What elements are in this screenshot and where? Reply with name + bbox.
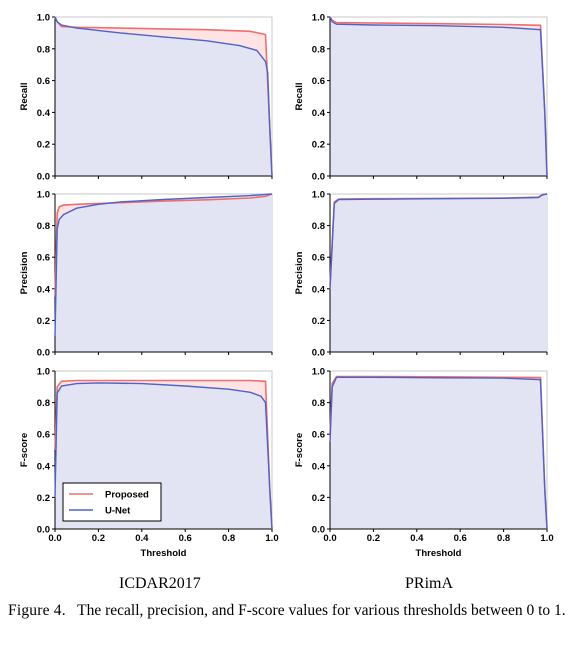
legend: Proposed U-Net [62, 482, 162, 522]
panel-prima-recall-ylabel: Recall [294, 83, 305, 111]
panel-icdar2017-precision-unet-area [55, 194, 272, 352]
panel-icdar2017-recall-ytick-label: 1.0 [37, 13, 50, 24]
panel-prima-recall-unet-area [330, 17, 547, 176]
panel-icdar2017-f-score-ytick-label: 0.6 [37, 430, 50, 441]
panel-icdar2017-f-score-xtick-label: 0.0 [48, 533, 61, 544]
panel-icdar2017-precision-ylabel: Precision [19, 251, 30, 294]
legend-box [62, 482, 162, 522]
panel-icdar2017-f-score-xlabel: Threshold [141, 548, 187, 559]
panel-prima-precision-ytick-label: 0.0 [312, 348, 325, 359]
figure-caption-text: The recall, precision, and F-score value… [77, 602, 566, 619]
column-caption-icdar2017: ICDAR2017 [119, 575, 201, 592]
legend-label-proposed: Proposed [105, 490, 149, 501]
panel-icdar2017-f-score-proposed-line [54, 379, 273, 530]
panel-icdar2017-recall-unet-line [54, 16, 273, 177]
results-figure: 0.0 0.2 0.4 0.6 0.8 1.0 Recall 0.0 0.2 0.4 0.6 0.8 1… [19, 13, 554, 560]
panel-prima-f-score-xtick-label: 0.8 [497, 533, 510, 544]
panel-icdar2017-precision-ytick-label: 0.0 [37, 348, 50, 359]
panel-icdar2017-f-score-xtick-label: 0.8 [222, 533, 235, 544]
panel-prima-recall: 0.0 0.2 0.4 0.6 0.8 1.0 Recall [294, 13, 548, 183]
panel-prima-precision-ytick-label: 0.2 [312, 316, 325, 327]
panel-prima-recall-unet-line [329, 16, 548, 177]
panel-prima-precision-ylabel: Precision [294, 251, 305, 294]
panel-icdar2017-f-score-ytick-label: 1.0 [37, 367, 50, 378]
panel-icdar2017-precision-ytick-label: 0.2 [37, 316, 50, 327]
panel-icdar2017-f-score: 0.0 0.2 0.4 0.6 0.8 1.0 0.0 0.2 0.4 0.6 0.8 1.0 F-sc… [19, 367, 279, 560]
panel-prima-f-score-xtick-label: 0.0 [323, 533, 336, 544]
panel-prima-recall-ytick-label: 0.6 [312, 76, 325, 87]
panel-prima-f-score-ytick-label: 0.2 [312, 493, 325, 504]
panel-icdar2017-precision: 0.0 0.2 0.4 0.6 0.8 1.0 Precision [19, 190, 273, 359]
panel-prima-precision-ytick-label: 0.4 [312, 284, 326, 295]
panel-prima-f-score-ytick-label: 0.4 [312, 461, 326, 472]
panel-icdar2017-recall-ytick-label: 0.6 [37, 76, 50, 87]
panel-prima-recall-ytick-label: 1.0 [312, 13, 325, 24]
panel-icdar2017-f-score-unet-line [54, 382, 273, 530]
panel-prima-f-score-xtick-label: 0.2 [367, 533, 380, 544]
panel-prima-recall-ytick-label: 0.4 [312, 108, 326, 119]
panel-prima-f-score-ytick-label: 0.8 [312, 398, 325, 409]
panel-icdar2017-f-score-xtick-label: 0.4 [135, 533, 149, 544]
panel-prima-f-score-ytick-label: 0.0 [312, 525, 325, 536]
panel-icdar2017-f-score-xtick-label: 1.0 [265, 533, 278, 544]
panel-icdar2017-f-score-ytick-label: 0.4 [37, 461, 51, 472]
panel-icdar2017-precision-ytick-label: 1.0 [37, 190, 50, 201]
panel-prima-f-score-ylabel: F-score [294, 433, 305, 467]
panel-icdar2017-f-score-ylabel: F-score [19, 433, 30, 467]
panel-prima-f-score-xtick-label: 1.0 [540, 533, 553, 544]
panel-icdar2017-f-score-ytick-label: 0.8 [37, 398, 50, 409]
figure-caption-label: Figure 4. [8, 602, 66, 619]
legend-label-u-net: U-Net [105, 506, 131, 517]
panel-prima-f-score-xlabel: Threshold [416, 548, 462, 559]
panel-prima-recall-ytick-label: 0.0 [312, 172, 325, 183]
panel-prima-recall-ytick-label: 0.2 [312, 140, 325, 151]
panel-icdar2017-recall-ytick-label: 0.8 [37, 44, 50, 55]
panel-icdar2017-recall-ytick-label: 0.2 [37, 140, 50, 151]
panel-prima-precision: 0.0 0.2 0.4 0.6 0.8 1.0 Precision [294, 190, 548, 359]
panel-prima-f-score-ytick-label: 0.6 [312, 430, 325, 441]
panel-icdar2017-precision-proposed-line [54, 193, 273, 297]
panel-icdar2017-recall-ytick-label: 0.0 [37, 172, 50, 183]
panel-prima-f-score-unet-line [329, 376, 548, 530]
panel-prima-precision-ytick-label: 0.6 [312, 253, 325, 264]
panel-prima-precision-unet-area [330, 194, 547, 352]
panel-icdar2017-f-score-xtick-label: 0.2 [92, 533, 105, 544]
panel-icdar2017-precision-ytick-label: 0.4 [37, 284, 51, 295]
panel-prima-f-score-ytick-label: 1.0 [312, 367, 325, 378]
panel-icdar2017-precision-ytick-label: 0.6 [37, 253, 50, 264]
panel-prima-f-score: 0.0 0.2 0.4 0.6 0.8 1.0 0.0 0.2 0.4 0.6 0.8 1.0 F-sc… [294, 367, 554, 560]
column-caption-prima: PRimA [405, 575, 454, 592]
panel-prima-f-score-xtick-label: 0.4 [410, 533, 424, 544]
figure-caption: Figure 4. The recall, precision, and F-s… [8, 601, 570, 620]
panel-icdar2017-precision-ytick-label: 0.8 [37, 221, 50, 232]
panel-prima-f-score-xtick-label: 0.6 [454, 533, 467, 544]
panel-icdar2017-recall: 0.0 0.2 0.4 0.6 0.8 1.0 Recall [19, 13, 273, 183]
panel-icdar2017-recall-ytick-label: 0.4 [37, 108, 51, 119]
panel-prima-precision-unet-line [329, 193, 548, 289]
panel-icdar2017-precision-unet-line [54, 193, 273, 337]
panel-icdar2017-f-score-xtick-label: 0.6 [179, 533, 192, 544]
panel-icdar2017-recall-unet-area [55, 17, 272, 176]
panel-prima-precision-ytick-label: 0.8 [312, 221, 325, 232]
panel-icdar2017-f-score-ytick-label: 0.0 [37, 525, 50, 536]
panel-icdar2017-recall-ylabel: Recall [19, 83, 30, 111]
panel-icdar2017-f-score-ytick-label: 0.2 [37, 493, 50, 504]
panel-prima-f-score-unet-area [330, 377, 547, 529]
panel-prima-precision-ytick-label: 1.0 [312, 190, 325, 201]
panel-prima-recall-ytick-label: 0.8 [312, 44, 325, 55]
